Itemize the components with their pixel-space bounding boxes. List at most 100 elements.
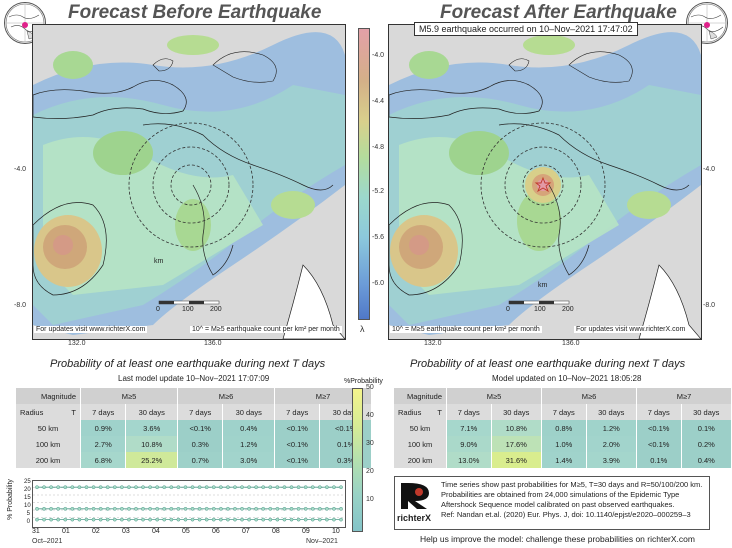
right-lon-label-2: 136.0 — [562, 340, 580, 347]
series-point — [218, 506, 223, 511]
series-point — [289, 506, 294, 511]
right-footer-url: For updates visit www.richterX.com — [574, 326, 688, 333]
ytick: 10 — [24, 503, 31, 509]
right-scale-tick-0: 0 — [506, 306, 510, 313]
series-point — [183, 485, 188, 490]
table-row: 200 km 6.8% 25.2% 0.7% 3.0% <0.1% 0.3% — [16, 452, 372, 468]
series-point — [176, 506, 181, 511]
xtick-label: 08 — [272, 528, 280, 535]
info-line: Time series show past probabilities for … — [441, 480, 703, 489]
series-point — [339, 517, 343, 522]
series-point — [282, 506, 287, 511]
colorbar-label-1: -4.0 — [372, 52, 385, 59]
right-lat-label-2: -8.0 — [703, 302, 716, 309]
prob-cell: <0.1% — [636, 420, 682, 436]
series-point — [169, 506, 174, 511]
prob-cell: 0.2% — [681, 436, 732, 452]
colorbar-label-2: -4.4 — [372, 98, 385, 105]
help-link[interactable]: Help us improve the model: challenge the… — [420, 534, 695, 544]
series-point — [303, 506, 308, 511]
series-point — [35, 485, 39, 490]
series-point — [289, 485, 294, 490]
series-point — [275, 517, 280, 522]
prob-cell: 17.6% — [491, 436, 542, 452]
series-point — [70, 485, 75, 490]
series-point — [105, 517, 110, 522]
series-point — [84, 517, 89, 522]
series-point — [162, 506, 167, 511]
mag-header-7: M≥7 — [636, 388, 732, 404]
richterx-logo-icon — [399, 481, 433, 511]
series-point — [35, 517, 39, 522]
left-scale-tick-0: 0 — [156, 306, 160, 313]
series-point — [211, 506, 216, 511]
series-point — [240, 485, 244, 490]
prob-cell: 0.3% — [319, 452, 372, 468]
series-point — [98, 517, 103, 522]
series-point — [49, 517, 53, 522]
series-point — [134, 517, 138, 522]
series-point — [119, 517, 124, 522]
series-point — [127, 485, 131, 490]
right-footer-units: 10^ = M≥5 earthquake count per km² per m… — [390, 326, 542, 333]
mag-header-5: M≥5 — [446, 388, 542, 404]
prob-cell: 3.6% — [125, 420, 178, 436]
radius-cell: 50 km — [394, 420, 447, 436]
series-point — [141, 485, 145, 490]
series-point — [268, 506, 273, 511]
prob-tick: 10 — [366, 496, 374, 503]
series-point — [310, 506, 315, 511]
series-point — [303, 485, 308, 490]
ytick: 20 — [24, 487, 31, 493]
xtick-label: 04 — [152, 528, 160, 535]
info-line: Probabilities are obtained from 24,000 s… — [441, 490, 680, 499]
header-radius: Radius — [20, 407, 44, 417]
series-point — [112, 517, 117, 522]
info-line: Aftershock Sequence model calibrated on … — [441, 500, 675, 509]
series-point — [282, 517, 287, 522]
xtick-label: 01 — [62, 528, 70, 535]
series-point — [105, 485, 110, 490]
series-point — [91, 517, 96, 522]
table-row: 50 km 7.1% 10.8% 0.8% 1.2% <0.1% 0.1% — [394, 420, 732, 436]
prob-cell: 3.9% — [586, 452, 637, 468]
colorbar-symbol: λ — [360, 324, 365, 334]
prob-tick: 30 — [366, 440, 374, 447]
series-point — [233, 485, 237, 490]
series-point — [56, 517, 61, 522]
series-point — [112, 506, 117, 511]
series-point — [134, 506, 138, 511]
prob-cell: 1.2% — [222, 436, 275, 452]
series-point — [155, 517, 160, 522]
left-forecast-map[interactable] — [32, 24, 346, 340]
series-point — [49, 485, 53, 490]
series-point — [35, 506, 39, 511]
series-point — [127, 506, 131, 511]
series-point — [204, 506, 209, 511]
period-header: 7 days — [636, 404, 682, 420]
right-scale-tick-200: 200 — [562, 306, 574, 313]
prob-cell: 0.4% — [222, 420, 275, 436]
series-point — [254, 506, 259, 511]
prob-cell: 6.8% — [80, 452, 127, 468]
series-point — [268, 517, 273, 522]
colorbar-label-5: -5.6 — [372, 234, 385, 241]
series-point — [162, 485, 167, 490]
prob-cell: 3.0% — [222, 452, 275, 468]
series-point — [148, 485, 152, 490]
series-point — [98, 506, 103, 511]
series-point — [84, 506, 89, 511]
right-map-title: Forecast After Earthquake — [440, 2, 677, 23]
series-point — [339, 485, 343, 490]
series-point — [63, 517, 68, 522]
timeseries-plot[interactable] — [32, 480, 346, 528]
series-point — [197, 506, 202, 511]
series-point — [155, 485, 160, 490]
series-point — [254, 517, 259, 522]
prob-cell: 0.1% — [319, 436, 372, 452]
period-header: 30 days — [222, 404, 275, 420]
right-forecast-map[interactable] — [388, 24, 702, 340]
mag-header-6: M≥6 — [177, 388, 275, 404]
prob-cell: 0.1% — [636, 452, 682, 468]
rate-colorbar — [358, 28, 370, 320]
